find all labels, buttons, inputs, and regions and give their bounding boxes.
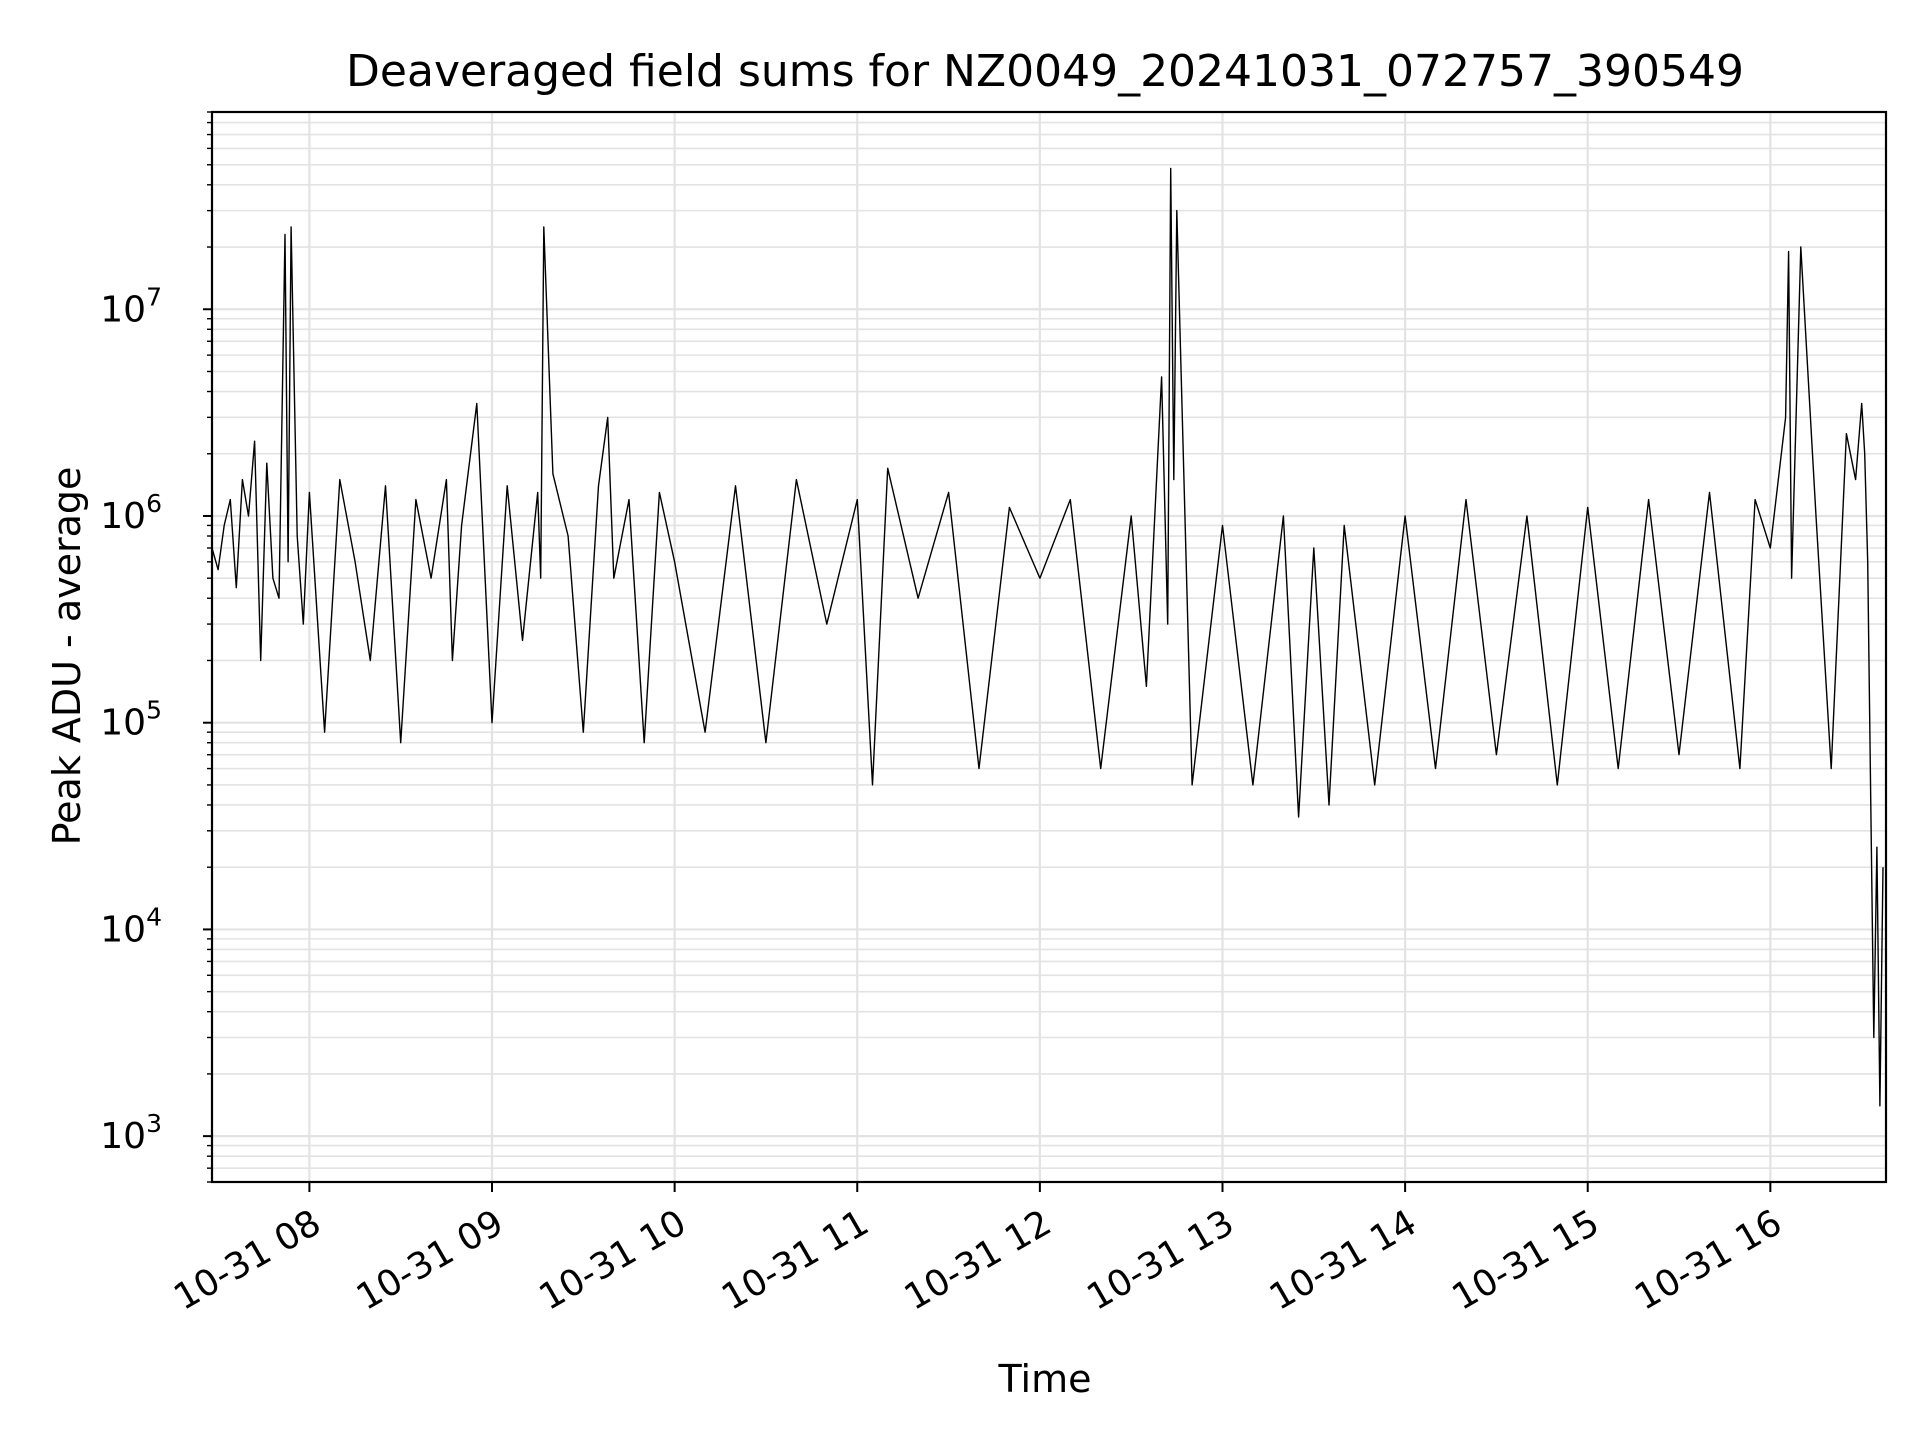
y-axis-label: Peak ADU - average (45, 467, 89, 846)
y-tick-label: 106 (100, 489, 162, 537)
grid-layer (212, 111, 1886, 1183)
series-layer (211, 167, 1884, 1107)
y-tick-base: 10 (100, 289, 146, 330)
plot-frame (210, 110, 1888, 1184)
y-tick-exponent: 3 (146, 1109, 162, 1138)
y-tick-exponent: 7 (146, 282, 162, 311)
y-tick-base: 10 (100, 909, 146, 950)
chart-title: Deaveraged field sums for NZ0049_2024103… (346, 46, 1744, 97)
y-tick-label: 104 (100, 902, 162, 950)
y-tick-base: 10 (100, 1116, 146, 1157)
y-tick-exponent: 4 (146, 902, 162, 931)
series-line (211, 167, 1884, 1107)
y-tick-exponent: 5 (146, 696, 162, 725)
y-tick-base: 10 (100, 703, 146, 744)
y-tick-exponent: 6 (146, 489, 162, 518)
y-tick-label: 103 (100, 1109, 162, 1157)
y-tick-label: 105 (100, 696, 162, 744)
y-tick-label: 107 (100, 282, 162, 330)
y-tick-base: 10 (100, 496, 146, 537)
x-axis-label: Time (998, 1357, 1092, 1401)
